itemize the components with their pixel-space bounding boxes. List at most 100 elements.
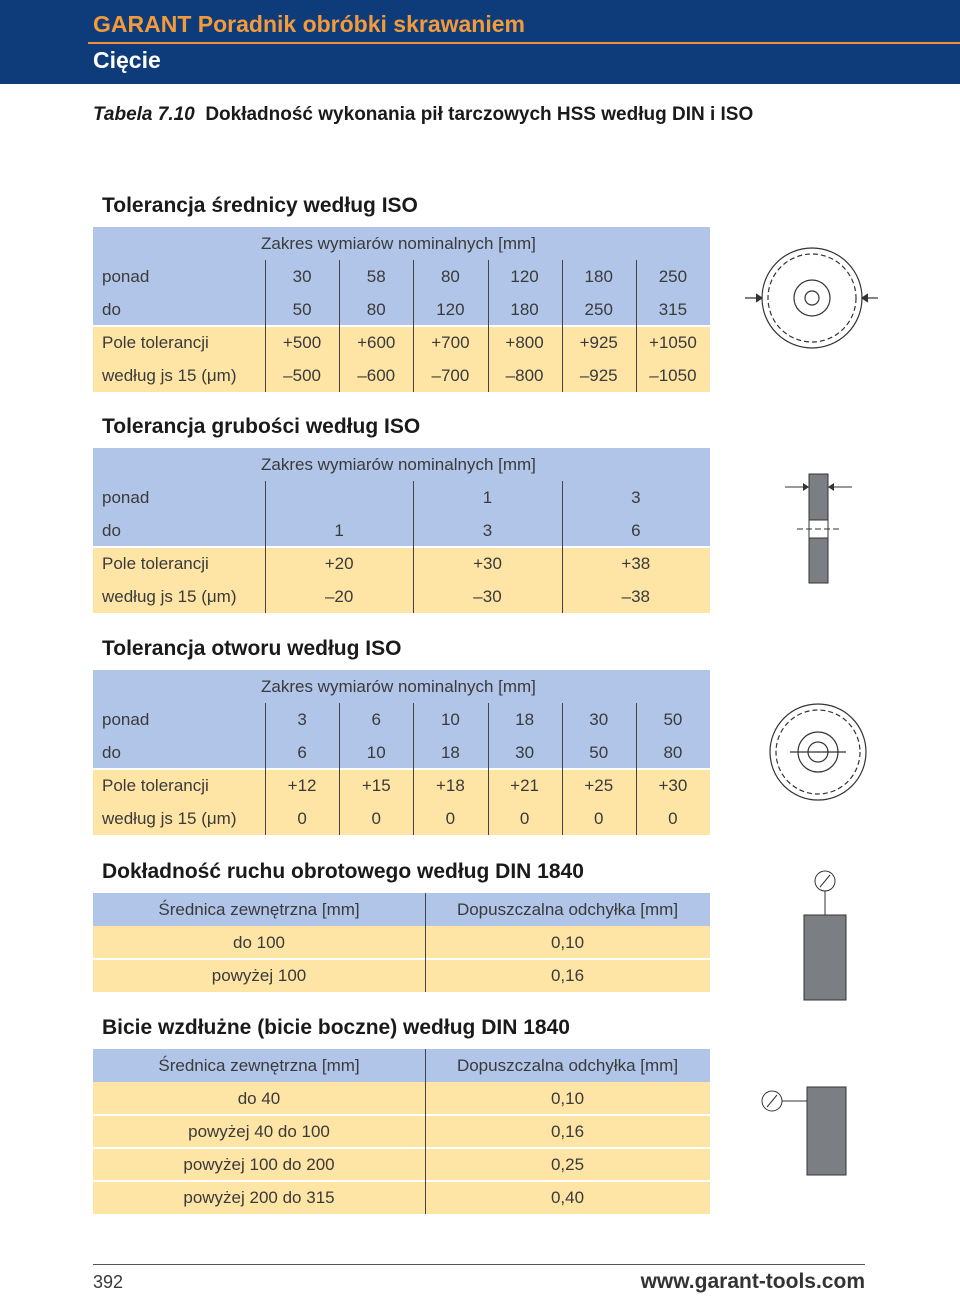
table-cell: 58: [366, 267, 386, 286]
table-header: Zakres wymiarów nominalnych [mm]: [261, 455, 536, 474]
disc-thickness: [785, 473, 852, 584]
table-cell: –925: [579, 366, 618, 385]
table-cell: 0,40: [550, 1188, 585, 1207]
table-cell: 80: [366, 300, 386, 319]
column-divider: [487, 703, 489, 835]
table-cell: 6: [371, 710, 381, 729]
column-divider: [413, 703, 415, 835]
row-divider: [93, 958, 710, 960]
column-divider: [413, 481, 415, 613]
row-label: do: [102, 743, 121, 762]
section-title: Tolerancja otworu według ISO: [102, 637, 402, 660]
table-cell: 180: [584, 267, 613, 286]
table-cell: 0,25: [550, 1155, 585, 1174]
table-cell: –500: [283, 366, 321, 385]
column-divider: [561, 481, 563, 613]
column-divider: [561, 260, 563, 392]
table-cell: –38: [621, 587, 650, 606]
section-title: Tolerancja średnicy według ISO: [102, 194, 418, 217]
body-bg: [93, 326, 710, 392]
row-label: według js 15 (μm): [102, 587, 237, 606]
table-cell: +1050: [649, 333, 697, 352]
row-label: do: [102, 521, 121, 540]
column-divider: [339, 260, 341, 392]
table-cell: 0,10: [550, 933, 585, 952]
table-cell: 6: [297, 743, 307, 762]
runout-axial: [761, 1086, 847, 1176]
disc-bore: [769, 703, 867, 801]
row-divider: [93, 546, 710, 548]
table-cell: 0: [297, 809, 307, 828]
column-divider: [425, 1049, 426, 1214]
footer-rule: [93, 1264, 865, 1265]
table-cell: +600: [357, 333, 396, 352]
table-cell: 250: [584, 300, 613, 319]
column-divider: [265, 260, 266, 392]
header-title: GARANT Poradnik obróbki skrawaniem: [93, 11, 525, 37]
table-cell: do 40: [237, 1089, 281, 1108]
table-cell: 180: [510, 300, 539, 319]
table-cell: 18: [515, 710, 535, 729]
table-cell: 80: [663, 743, 683, 762]
table-cell: 30: [589, 710, 609, 729]
table-cell: 315: [658, 300, 688, 319]
table-cell: +25: [584, 776, 614, 795]
header-bg: [93, 670, 710, 769]
table-cell: +12: [287, 776, 317, 795]
header-bg: [93, 893, 710, 926]
header-subtitle: Cięcie: [93, 47, 161, 73]
row-divider: [93, 768, 710, 770]
column-divider: [425, 893, 426, 992]
row-divider: [93, 1180, 710, 1182]
table-cell: +15: [361, 776, 391, 795]
row-divider: [93, 325, 710, 327]
header-bg: [93, 227, 710, 326]
column-divider: [635, 703, 637, 835]
table-cell: 80: [440, 267, 460, 286]
row-label: do: [102, 300, 121, 319]
disc-diameter: [745, 247, 878, 349]
table-cell: 30: [515, 743, 535, 762]
table-cell: +20: [324, 554, 354, 573]
table-cell: 1: [334, 521, 344, 540]
column-header: Średnica zewnętrzna [mm]: [158, 900, 360, 919]
page-number: 392: [93, 1272, 124, 1292]
table-header: Zakres wymiarów nominalnych [mm]: [261, 677, 536, 696]
table-cell: 6: [631, 521, 641, 540]
table-cell: 18: [440, 743, 460, 762]
table-cell: 0: [371, 809, 381, 828]
table-cell: –30: [473, 587, 502, 606]
column-divider: [561, 703, 563, 835]
table-cell: 3: [631, 488, 641, 507]
table-cell: do 100: [233, 933, 285, 952]
table-cell: 30: [292, 267, 312, 286]
table-cell: 50: [663, 710, 683, 729]
table-header: Zakres wymiarów nominalnych [mm]: [261, 234, 536, 253]
column-divider: [413, 260, 415, 392]
table-cell: powyżej 200 do 315: [183, 1188, 335, 1207]
row-label: Pole tolerancji: [102, 776, 209, 795]
table-cell: 0: [519, 809, 530, 828]
section-title: Bicie wzdłużne (bicie boczne) według DIN…: [102, 1016, 570, 1039]
row-label: Pole tolerancji: [102, 554, 209, 573]
column-divider: [265, 481, 266, 613]
table-cell: 3: [482, 521, 493, 540]
table-cell: –600: [357, 366, 396, 385]
table-cell: +38: [621, 554, 651, 573]
table-cell: –800: [505, 366, 544, 385]
table-cell: +500: [282, 333, 322, 352]
table-cell: –1050: [649, 366, 697, 385]
table-cell: 50: [589, 743, 609, 762]
row-label: ponad: [102, 710, 150, 729]
table-cell: +21: [510, 776, 539, 795]
column-divider: [487, 260, 489, 392]
table-cell: 120: [510, 267, 539, 286]
table-cell: 250: [658, 267, 688, 286]
column-divider: [265, 703, 266, 835]
caption-text: Dokładność wykonania pił tarczowych HSS …: [205, 104, 754, 125]
row-label: ponad: [102, 267, 150, 286]
section-title: Dokładność ruchu obrotowego według DIN 1…: [102, 860, 584, 883]
column-header: Dopuszczalna odchyłka [mm]: [456, 900, 679, 919]
column-header: Średnica zewnętrzna [mm]: [158, 1056, 360, 1075]
